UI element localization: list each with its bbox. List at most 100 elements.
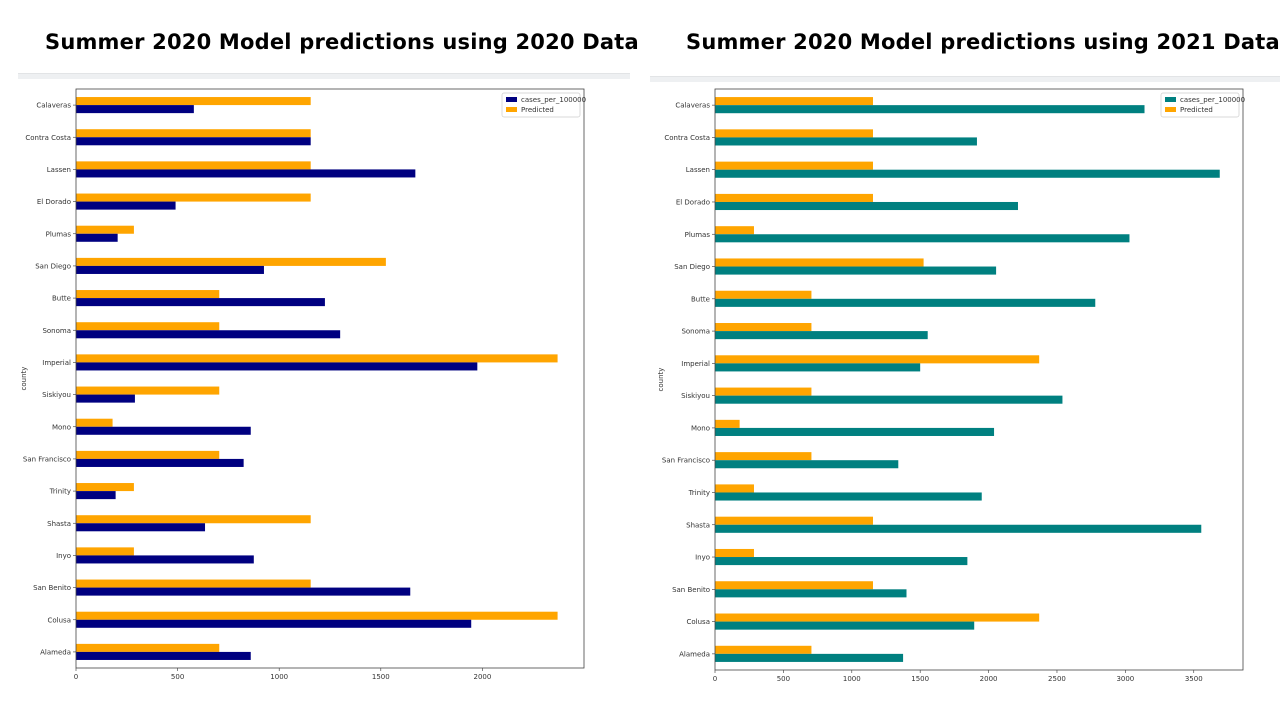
y-tick-label: Colusa [48, 616, 72, 624]
legend-label-cases: cases_per_100000 [521, 96, 586, 104]
bar-cases-butte [76, 298, 325, 307]
y-tick-label: Shasta [47, 520, 71, 528]
y-tick-label: San Benito [672, 586, 710, 594]
bar-cases-shasta [76, 523, 206, 532]
legend-label-cases: cases_per_100000 [1180, 96, 1245, 104]
legend-swatch-predicted [506, 107, 517, 112]
bar-predicted-shasta [76, 515, 311, 524]
x-tick-label: 3000 [1116, 675, 1134, 683]
y-tick-label: Inyo [56, 552, 71, 560]
y-tick-label: Shasta [686, 521, 710, 529]
x-tick-label: 3500 [1185, 675, 1203, 683]
bar-cases-san-diego [715, 266, 997, 275]
bar-predicted-sonoma [715, 323, 812, 332]
bar-predicted-butte [76, 290, 220, 299]
bar-cases-contra-costa [76, 137, 311, 146]
x-tick-label: 2000 [980, 675, 998, 683]
y-tick-label: Alameda [679, 650, 710, 658]
y-tick-label: Plumas [685, 231, 711, 239]
bar-cases-san-benito [76, 587, 411, 596]
bar-predicted-trinity [715, 484, 754, 493]
bar-cases-el-dorado [76, 201, 176, 210]
legend-swatch-cases [506, 97, 517, 102]
x-tick-label: 1000 [270, 673, 288, 681]
left-screenshot-strip [18, 73, 630, 79]
x-tick-label: 1500 [911, 675, 929, 683]
bar-predicted-colusa [76, 611, 558, 620]
y-tick-label: Sonoma [681, 328, 710, 336]
bar-cases-plumas [715, 234, 1130, 243]
y-tick-label: Trinity [688, 489, 710, 497]
bar-predicted-inyo [715, 548, 754, 558]
y-tick-label: Mono [691, 424, 710, 432]
bar-cases-san-francisco [76, 458, 244, 467]
bar-cases-trinity [76, 491, 116, 500]
y-tick-label: Contra Costa [25, 134, 71, 142]
bar-cases-sonoma [715, 331, 928, 340]
bar-predicted-contra-costa [715, 129, 873, 138]
bar-predicted-alameda [715, 645, 812, 654]
bar-cases-calaveras [76, 105, 194, 114]
bar-cases-siskiyou [76, 394, 135, 403]
bar-cases-san-diego [76, 265, 264, 274]
x-tick-label: 0 [713, 675, 717, 683]
y-tick-label: San Francisco [662, 457, 710, 465]
x-tick-label: 500 [171, 673, 184, 681]
bar-predicted-siskiyou [715, 387, 812, 396]
y-tick-label: Siskiyou [42, 391, 71, 399]
legend-box [1160, 92, 1240, 118]
bar-cases-colusa [715, 621, 975, 630]
bar-cases-calaveras [715, 105, 1145, 114]
y-axis-label: county [20, 367, 28, 391]
y-tick-label: El Dorado [37, 198, 71, 206]
y-tick-label: Siskiyou [681, 392, 710, 400]
y-tick-label: Imperial [42, 359, 71, 367]
y-tick-label: San Diego [35, 262, 71, 270]
bar-predicted-contra-costa [76, 129, 311, 138]
x-tick-label: 1000 [843, 675, 861, 683]
y-tick-label: San Francisco [23, 455, 71, 463]
bar-cases-inyo [715, 557, 968, 566]
bar-cases-contra-costa [715, 137, 977, 146]
bar-cases-san-benito [715, 589, 907, 598]
legend-swatch-cases [1165, 97, 1176, 102]
y-tick-label: Inyo [695, 554, 710, 562]
bar-predicted-san-benito [76, 579, 311, 588]
bar-predicted-butte [715, 290, 812, 299]
bar-predicted-san-diego [76, 257, 386, 266]
bar-cases-el-dorado [715, 201, 1018, 211]
bar-cases-plumas [76, 233, 118, 242]
y-tick-label: Trinity [49, 488, 71, 496]
bar-cases-sonoma [76, 330, 341, 339]
right-bar-chart: Calaveras Contra Costa Lassen El Dorado Plum… [650, 84, 1245, 689]
bar-predicted-inyo [76, 547, 134, 556]
bar-predicted-imperial [715, 355, 1040, 364]
right-screenshot-strip [650, 76, 1280, 82]
bar-predicted-lassen [715, 161, 873, 170]
bar-predicted-mono [76, 418, 113, 427]
y-tick-label: San Diego [674, 263, 710, 271]
legend-box [501, 92, 581, 118]
x-tick-label: 0 [74, 673, 78, 681]
plot-frame [714, 88, 1244, 671]
plot-frame [75, 88, 585, 669]
bar-predicted-calaveras [76, 97, 311, 106]
bar-predicted-trinity [76, 483, 134, 492]
bar-cases-lassen [76, 169, 416, 178]
bar-predicted-plumas [715, 226, 754, 235]
y-tick-label: Calaveras [675, 102, 710, 110]
y-tick-label: Imperial [681, 360, 710, 368]
bar-cases-mono [715, 427, 995, 436]
bar-predicted-san-diego [715, 258, 924, 267]
bar-predicted-sonoma [76, 322, 220, 331]
bar-predicted-calaveras [715, 97, 873, 106]
x-tick-label: 1500 [372, 673, 390, 681]
bar-predicted-plumas [76, 225, 134, 234]
bar-cases-mono [76, 426, 251, 435]
bar-cases-shasta [715, 524, 1202, 533]
y-tick-label: Butte [52, 295, 71, 303]
x-tick-label: 2500 [1048, 675, 1066, 683]
y-tick-label: Plumas [46, 230, 72, 238]
bar-predicted-san-francisco [76, 450, 220, 459]
bar-predicted-mono [715, 419, 740, 428]
